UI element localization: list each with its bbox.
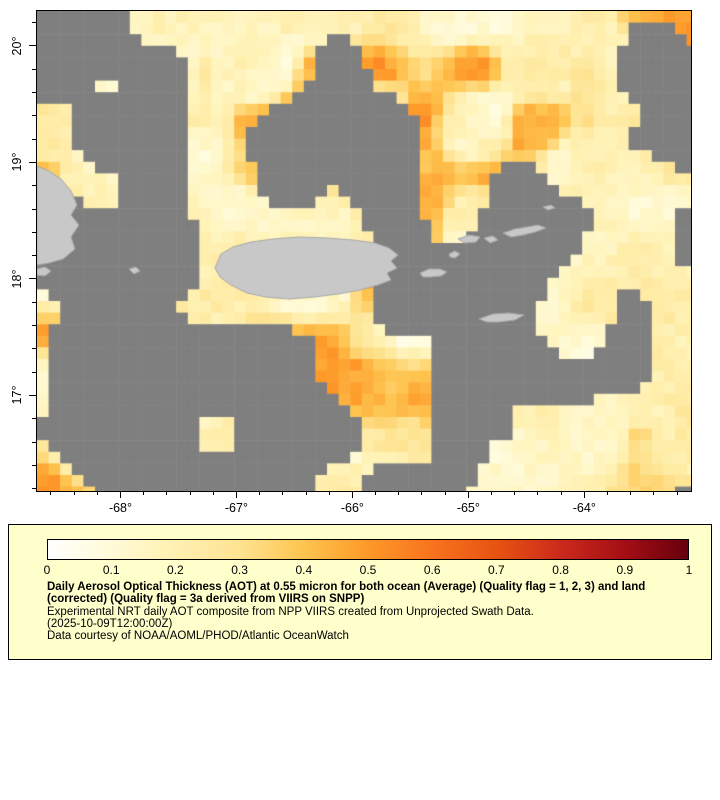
x-axis-minor-tick <box>676 491 678 495</box>
x-axis-minor-tick <box>491 491 493 495</box>
x-axis-minor-tick <box>537 491 539 495</box>
x-axis-minor-tick <box>305 491 307 495</box>
colorbar-tick-label: 0.7 <box>488 563 505 577</box>
y-axis-minor-tick <box>32 255 36 257</box>
x-axis-minor-tick <box>259 491 261 495</box>
x-axis-tick-label: -64° <box>572 501 596 515</box>
y-axis-tick-label: 17° <box>10 386 24 405</box>
x-axis-minor-tick <box>282 491 284 495</box>
y-axis-minor-tick <box>32 488 36 490</box>
colorbar-tick-label: 0.6 <box>423 563 441 577</box>
colorbar-tick-label: 0.2 <box>167 563 184 577</box>
legend-box: 0 0.1 0.2 0.3 0.4 0.5 0.6 0.7 0.8 0.9 1 Daily Aero… <box>8 524 712 660</box>
x-axis-minor-tick <box>653 491 655 495</box>
y-axis-minor-tick <box>32 348 36 350</box>
colorbar-tick-label: 0.5 <box>359 563 377 577</box>
x-axis-minor-tick <box>96 491 98 495</box>
x-axis-major-tick <box>467 491 469 498</box>
colorbar-tick-label: 0.4 <box>295 563 313 577</box>
y-axis-minor-tick <box>32 138 36 140</box>
y-axis-major-tick <box>29 161 36 163</box>
y-axis-minor-tick <box>32 115 36 117</box>
y-axis-minor-tick <box>32 208 36 210</box>
x-axis-minor-tick <box>398 491 400 495</box>
colorbar-tick-label: 0.1 <box>102 563 120 577</box>
y-axis-minor-tick <box>32 325 36 327</box>
y-axis-major-tick <box>29 278 36 280</box>
y-axis-minor-tick <box>32 371 36 373</box>
legend-text-block: Daily Aerosol Optical Thickness (AOT) at… <box>47 581 697 642</box>
y-axis-minor-tick <box>32 68 36 70</box>
y-axis-minor-tick <box>32 92 36 94</box>
y-axis-major-tick <box>29 394 36 396</box>
x-axis-minor-tick <box>50 491 52 495</box>
x-axis-minor-tick <box>73 491 75 495</box>
colorbar-tick-label: 1 <box>685 563 693 577</box>
x-axis-tick-label: -65° <box>456 501 480 515</box>
y-axis-tick-label: 20° <box>10 36 24 56</box>
y-axis-minor-tick <box>32 185 36 187</box>
map-plot: -68° -67° -66° -65° -64° 20° 19° 18° 17° <box>10 10 692 515</box>
legend-timestamp: (2025-10-09T12:00:00Z) <box>47 617 173 630</box>
x-axis-minor-tick <box>212 491 214 495</box>
x-axis-tick-label: -68° <box>108 501 133 515</box>
y-axis-minor-tick <box>32 441 36 443</box>
x-axis-major-tick <box>119 491 121 498</box>
x-axis-minor-tick <box>514 491 516 495</box>
colorbar-tick-label: 0.9 <box>616 563 634 577</box>
legend-title: Daily Aerosol Optical Thickness (AOT) at… <box>47 581 646 606</box>
colorbar <box>47 539 689 560</box>
x-axis-major-tick <box>351 491 353 498</box>
x-axis-minor-tick <box>166 491 168 495</box>
y-axis-tick-label: 19° <box>10 153 24 172</box>
x-axis-major-tick <box>583 491 585 498</box>
x-axis-minor-tick <box>143 491 145 495</box>
legend-description: Experimental NRT daily AOT composite fro… <box>47 605 534 618</box>
x-axis-minor-tick <box>607 491 608 495</box>
x-axis-minor-tick <box>189 491 191 495</box>
colorbar-tick-label: 0.8 <box>552 563 569 577</box>
x-axis-minor-tick <box>328 491 330 495</box>
legend-credit: Data courtesy of NOAA/AOML/PHOD/Atlantic… <box>47 630 349 643</box>
x-axis-minor-tick <box>375 491 377 495</box>
x-axis-minor-tick <box>560 491 562 495</box>
x-axis-minor-tick <box>421 491 423 495</box>
y-axis-minor-tick <box>32 418 36 420</box>
x-axis-tick-label: -67° <box>224 501 248 515</box>
y-axis-tick-label: 18° <box>10 269 24 289</box>
aot-raster-canvas <box>37 11 691 491</box>
colorbar-gradient <box>48 540 688 559</box>
x-axis-tick-label: -66° <box>340 501 364 515</box>
y-axis-minor-tick <box>32 22 36 24</box>
x-axis-minor-tick <box>630 491 632 495</box>
y-axis-minor-tick <box>32 231 36 233</box>
colorbar-tick-label: 0.3 <box>231 563 248 577</box>
colorbar-tick-labels: 0 0.1 0.2 0.3 0.4 0.5 0.6 0.7 0.8 0.9 1 <box>43 563 693 577</box>
colorbar-tick-label: 0 <box>43 563 51 577</box>
y-axis-minor-tick <box>32 301 36 303</box>
y-axis-minor-tick <box>32 464 36 466</box>
x-axis-minor-tick <box>444 491 446 495</box>
y-axis-major-tick <box>29 45 36 47</box>
x-axis-major-tick <box>235 491 237 498</box>
